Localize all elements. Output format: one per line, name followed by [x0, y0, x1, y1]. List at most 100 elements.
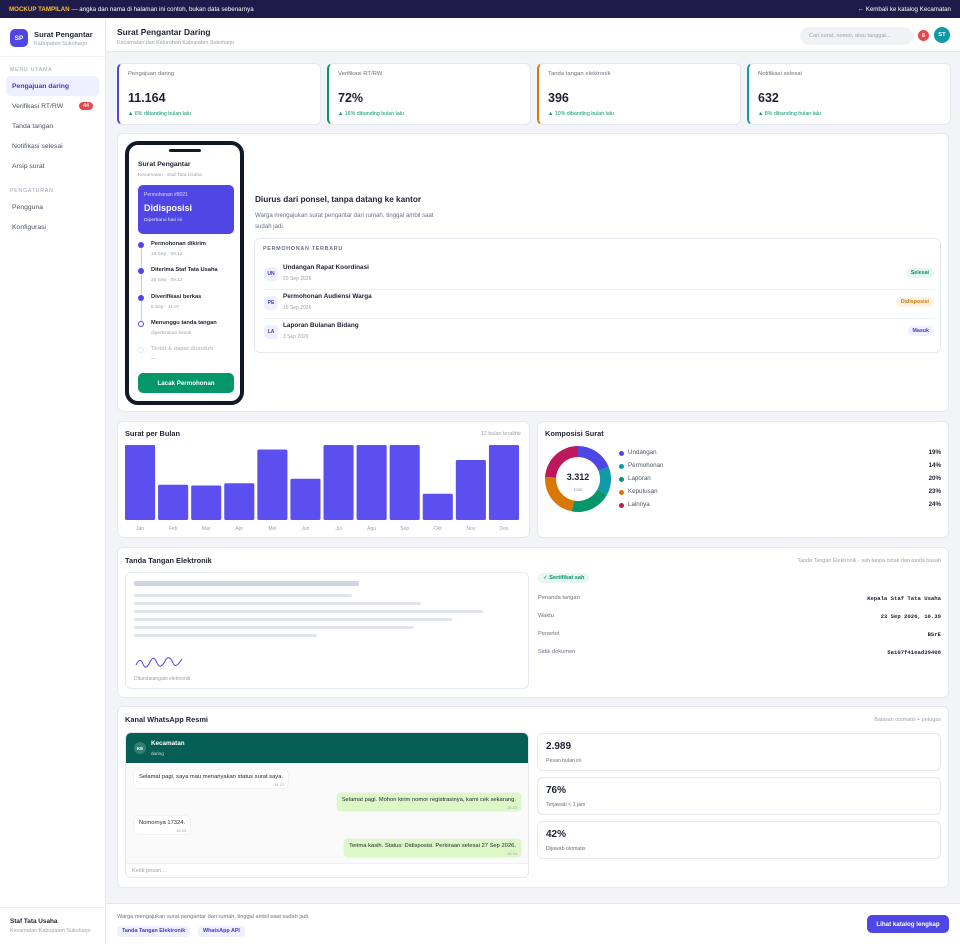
sidebar-item-label: Pengguna — [12, 203, 43, 211]
search-input[interactable]: Cari surat, nomor, atau tanggal... — [800, 27, 913, 45]
legend-item: Laporan 20% — [619, 475, 941, 485]
incoming-message: Nomornya 17324. 15.03 — [134, 816, 191, 834]
timeline-step: Permohonan dikirim 18 Sep · 09.12 — [138, 241, 234, 257]
sidebar-item-konfigurasi[interactable]: Konfigurasi — [6, 217, 99, 237]
bar-des[interactable] — [488, 445, 519, 520]
step-meta: 20 Sep · 09.12 — [151, 278, 183, 283]
request-status: Didisposisi — [144, 203, 193, 213]
track-request-button[interactable]: Lacak Permohonan — [138, 373, 234, 393]
status-badge: Masuk — [907, 326, 934, 336]
legend-label: Keputusan — [628, 488, 658, 495]
doc-heading-line — [134, 581, 359, 586]
document-preview: Ditandatangani elektronik — [125, 572, 529, 689]
kpi-value: 72% — [338, 91, 364, 105]
page-title: Surat Pengantar Daring — [117, 27, 211, 37]
message-text: Selamat pagi, saya mau menanyakan status… — [139, 774, 284, 780]
bar-mei[interactable] — [257, 449, 288, 521]
timeline-step: Terbit & dapat diunduh — — [138, 346, 234, 362]
page-subtitle: Kecamatan dan Kelurahan Kabupaten Sukoha… — [117, 40, 235, 46]
timeline-step: Diverifikasi berkas 8 Sep · 11.07 — [138, 294, 234, 310]
sidebar-item-tanda-tangan[interactable]: Tanda tangan — [6, 116, 99, 136]
stat-card: 42% Dijawab otomatis — [537, 821, 941, 859]
sidebar-item-label: Arsip surat — [12, 162, 45, 170]
legend-label: Lainnya — [628, 501, 650, 508]
avatar[interactable]: ST — [934, 27, 950, 43]
doc-text-line — [134, 602, 421, 605]
x-tick-label: Agu — [367, 526, 376, 532]
legend-item: Lainnya 24% — [619, 501, 941, 511]
signature-scribble — [135, 657, 183, 668]
view-catalog-button[interactable]: Lihat katalog lengkap — [867, 915, 949, 933]
legend-label: Permohonan — [628, 462, 664, 469]
bar-apr[interactable] — [224, 483, 255, 520]
footer-text: Warga mengajukan surat pengantar dari ru… — [117, 914, 310, 920]
bar-mar[interactable] — [191, 485, 222, 521]
x-tick-label: Apr — [235, 526, 243, 532]
legend-percent: 14% — [928, 462, 941, 469]
slice-laporan[interactable] — [571, 489, 607, 512]
legend-percent: 24% — [928, 501, 941, 508]
time-field: Waktu 23 Sep 2026, 10.39 — [538, 613, 941, 625]
phone-notch — [169, 149, 201, 152]
app-subtitle: Kabupaten Sukoharjo — [34, 40, 87, 47]
kpi-change: ▲ 10% dibanding bulan lalu — [548, 111, 614, 117]
x-tick-label: Mar — [202, 526, 211, 532]
x-tick-label: Okt — [434, 526, 442, 532]
sidebar-item-label: Verifikasi RT/RW — [12, 102, 64, 110]
field-key: Penerbit — [538, 631, 560, 637]
bar-nov[interactable] — [455, 460, 486, 520]
kpi-card: Verifikasi RT/RW 72% ▲ 16% dibanding bul… — [327, 63, 531, 125]
timeline-step: Menunggu tanda tangan diperkirakan besok — [138, 320, 234, 336]
kpi-label: Tanda tangan elektronik — [548, 71, 611, 77]
bar-jul[interactable] — [323, 445, 354, 520]
app-logo: SP — [10, 29, 28, 47]
certificate-badge: ✓ Sertifikat sah — [538, 573, 590, 583]
step-pending-icon — [138, 347, 144, 353]
notification-badge[interactable]: 8 — [918, 30, 929, 41]
bar-okt[interactable] — [422, 493, 453, 520]
nav-section-settings: PENGATURAN — [10, 188, 54, 194]
sidebar-item-pengguna[interactable]: Pengguna — [6, 197, 99, 217]
bar-sep[interactable] — [389, 445, 420, 520]
slice-lainnya[interactable] — [545, 446, 578, 478]
bar-agu[interactable] — [356, 445, 387, 520]
slice-permohonan[interactable] — [597, 466, 611, 495]
banner-message: MOCKUP TAMPILAN — angka dan nama di hala… — [9, 6, 254, 13]
banner-text: — angka dan nama di halaman ini contoh, … — [69, 5, 254, 13]
step-done-icon — [138, 242, 144, 248]
sidebar-item-verifikasi[interactable]: Verifikasi RT/RW 44 — [6, 96, 99, 116]
field-value: BSrE — [927, 631, 941, 638]
kpi-card: Pengajuan daring 11.164 ▲ 6% dibanding b… — [117, 63, 321, 125]
slice-keputusan[interactable] — [545, 476, 574, 512]
doc-date: 20 Sep 2026 — [283, 276, 312, 282]
kpi-value: 632 — [758, 91, 779, 105]
bar-jun[interactable] — [290, 478, 321, 520]
bar-feb[interactable] — [158, 484, 189, 520]
banner-tag: MOCKUP TAMPILAN — [9, 5, 70, 13]
table-row[interactable]: LA Laporan Bulanan Bidang 3 Sep 2026 Mas… — [263, 319, 934, 348]
message-input[interactable]: Ketik pesan... — [126, 863, 528, 877]
legend-label: Laporan — [628, 475, 651, 482]
sidebar-item-pengajuan-daring[interactable]: Pengajuan daring — [6, 76, 99, 96]
stat-label: Dijawab otomatis — [546, 846, 586, 852]
recent-requests-title: PERMOHONAN TERBARU — [263, 246, 343, 252]
table-row[interactable]: UN Undangan Rapat Koordinasi 20 Sep 2026… — [263, 261, 934, 290]
field-key: Waktu — [538, 613, 554, 619]
doc-initials: UN — [264, 267, 278, 281]
message-text: Selamat pagi. Mohon kirim nomor registra… — [341, 797, 516, 803]
x-tick-label: Feb — [169, 526, 178, 532]
slice-undangan[interactable] — [578, 446, 609, 471]
table-row[interactable]: PE Permohonan Audiensi Warga 15 Sep 2026… — [263, 290, 934, 319]
legend-swatch — [619, 451, 624, 456]
bar-jan[interactable] — [125, 445, 156, 520]
step-title: Permohonan dikirim — [151, 241, 206, 247]
back-to-catalog-link[interactable]: ← Kembali ke katalog Kecamatan — [857, 5, 951, 13]
sidebar-item-notifikasi[interactable]: Notifikasi selesai — [6, 136, 99, 156]
step-meta: diperkirakan besok — [151, 331, 192, 336]
sidebar-item-label: Pengajuan daring — [12, 82, 70, 90]
legend-label: Undangan — [628, 449, 657, 456]
sidebar-item-arsip[interactable]: Arsip surat — [6, 156, 99, 176]
legend-swatch — [619, 477, 624, 482]
legend-item: Undangan 19% — [619, 449, 941, 459]
kpi-value: 396 — [548, 91, 569, 105]
